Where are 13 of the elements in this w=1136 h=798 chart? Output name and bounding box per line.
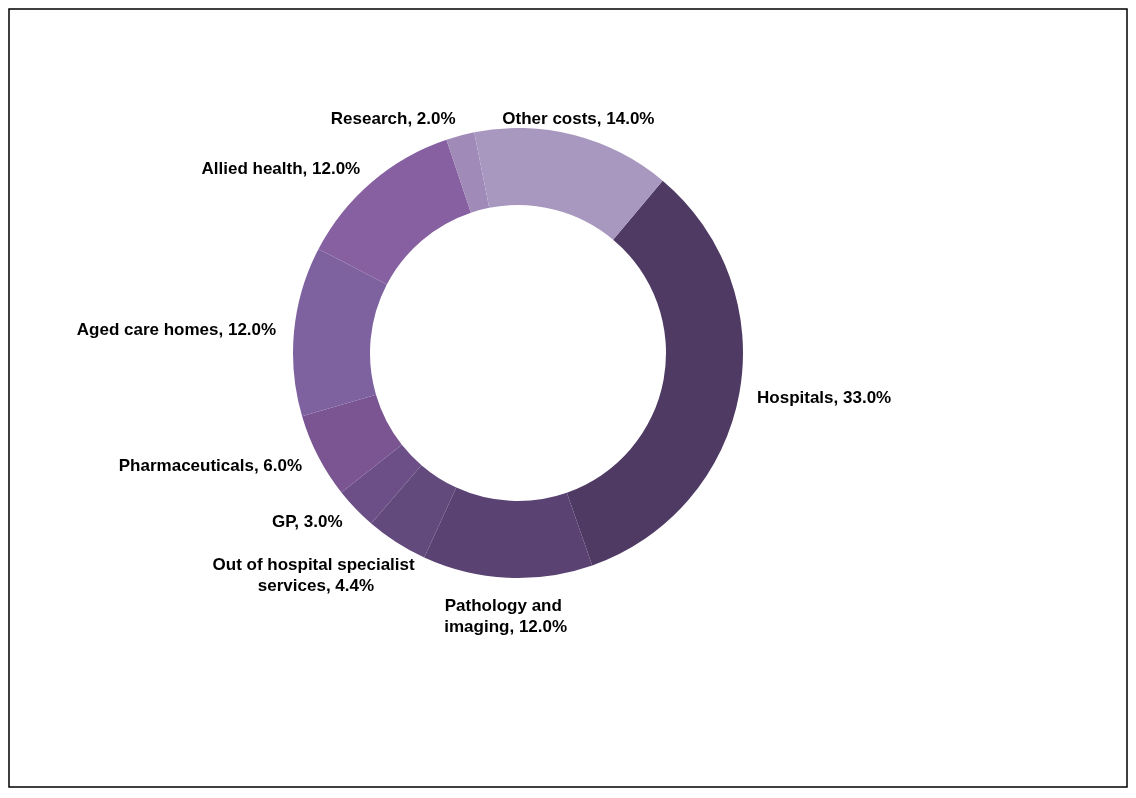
slice-label: Allied health, 12.0% bbox=[201, 159, 361, 179]
slice-label: Other costs, 14.0% bbox=[502, 108, 655, 128]
slice-label: Pathology and imaging, 12.0% bbox=[444, 596, 568, 637]
slice-label: Hospitals, 33.0% bbox=[757, 387, 892, 407]
slice-label: GP, 3.0% bbox=[271, 512, 343, 532]
donut-slice bbox=[566, 180, 743, 566]
donut-slice bbox=[474, 128, 663, 240]
slice-label: Pharmaceuticals, 6.0% bbox=[118, 455, 303, 475]
slice-label: Research, 2.0% bbox=[330, 109, 456, 129]
donut-slice bbox=[302, 394, 402, 493]
slice-label: Aged care homes, 12.0% bbox=[76, 320, 277, 340]
donut-slice bbox=[446, 132, 490, 213]
slice-label: Out of hospital specialist services, 4.4% bbox=[212, 554, 420, 595]
